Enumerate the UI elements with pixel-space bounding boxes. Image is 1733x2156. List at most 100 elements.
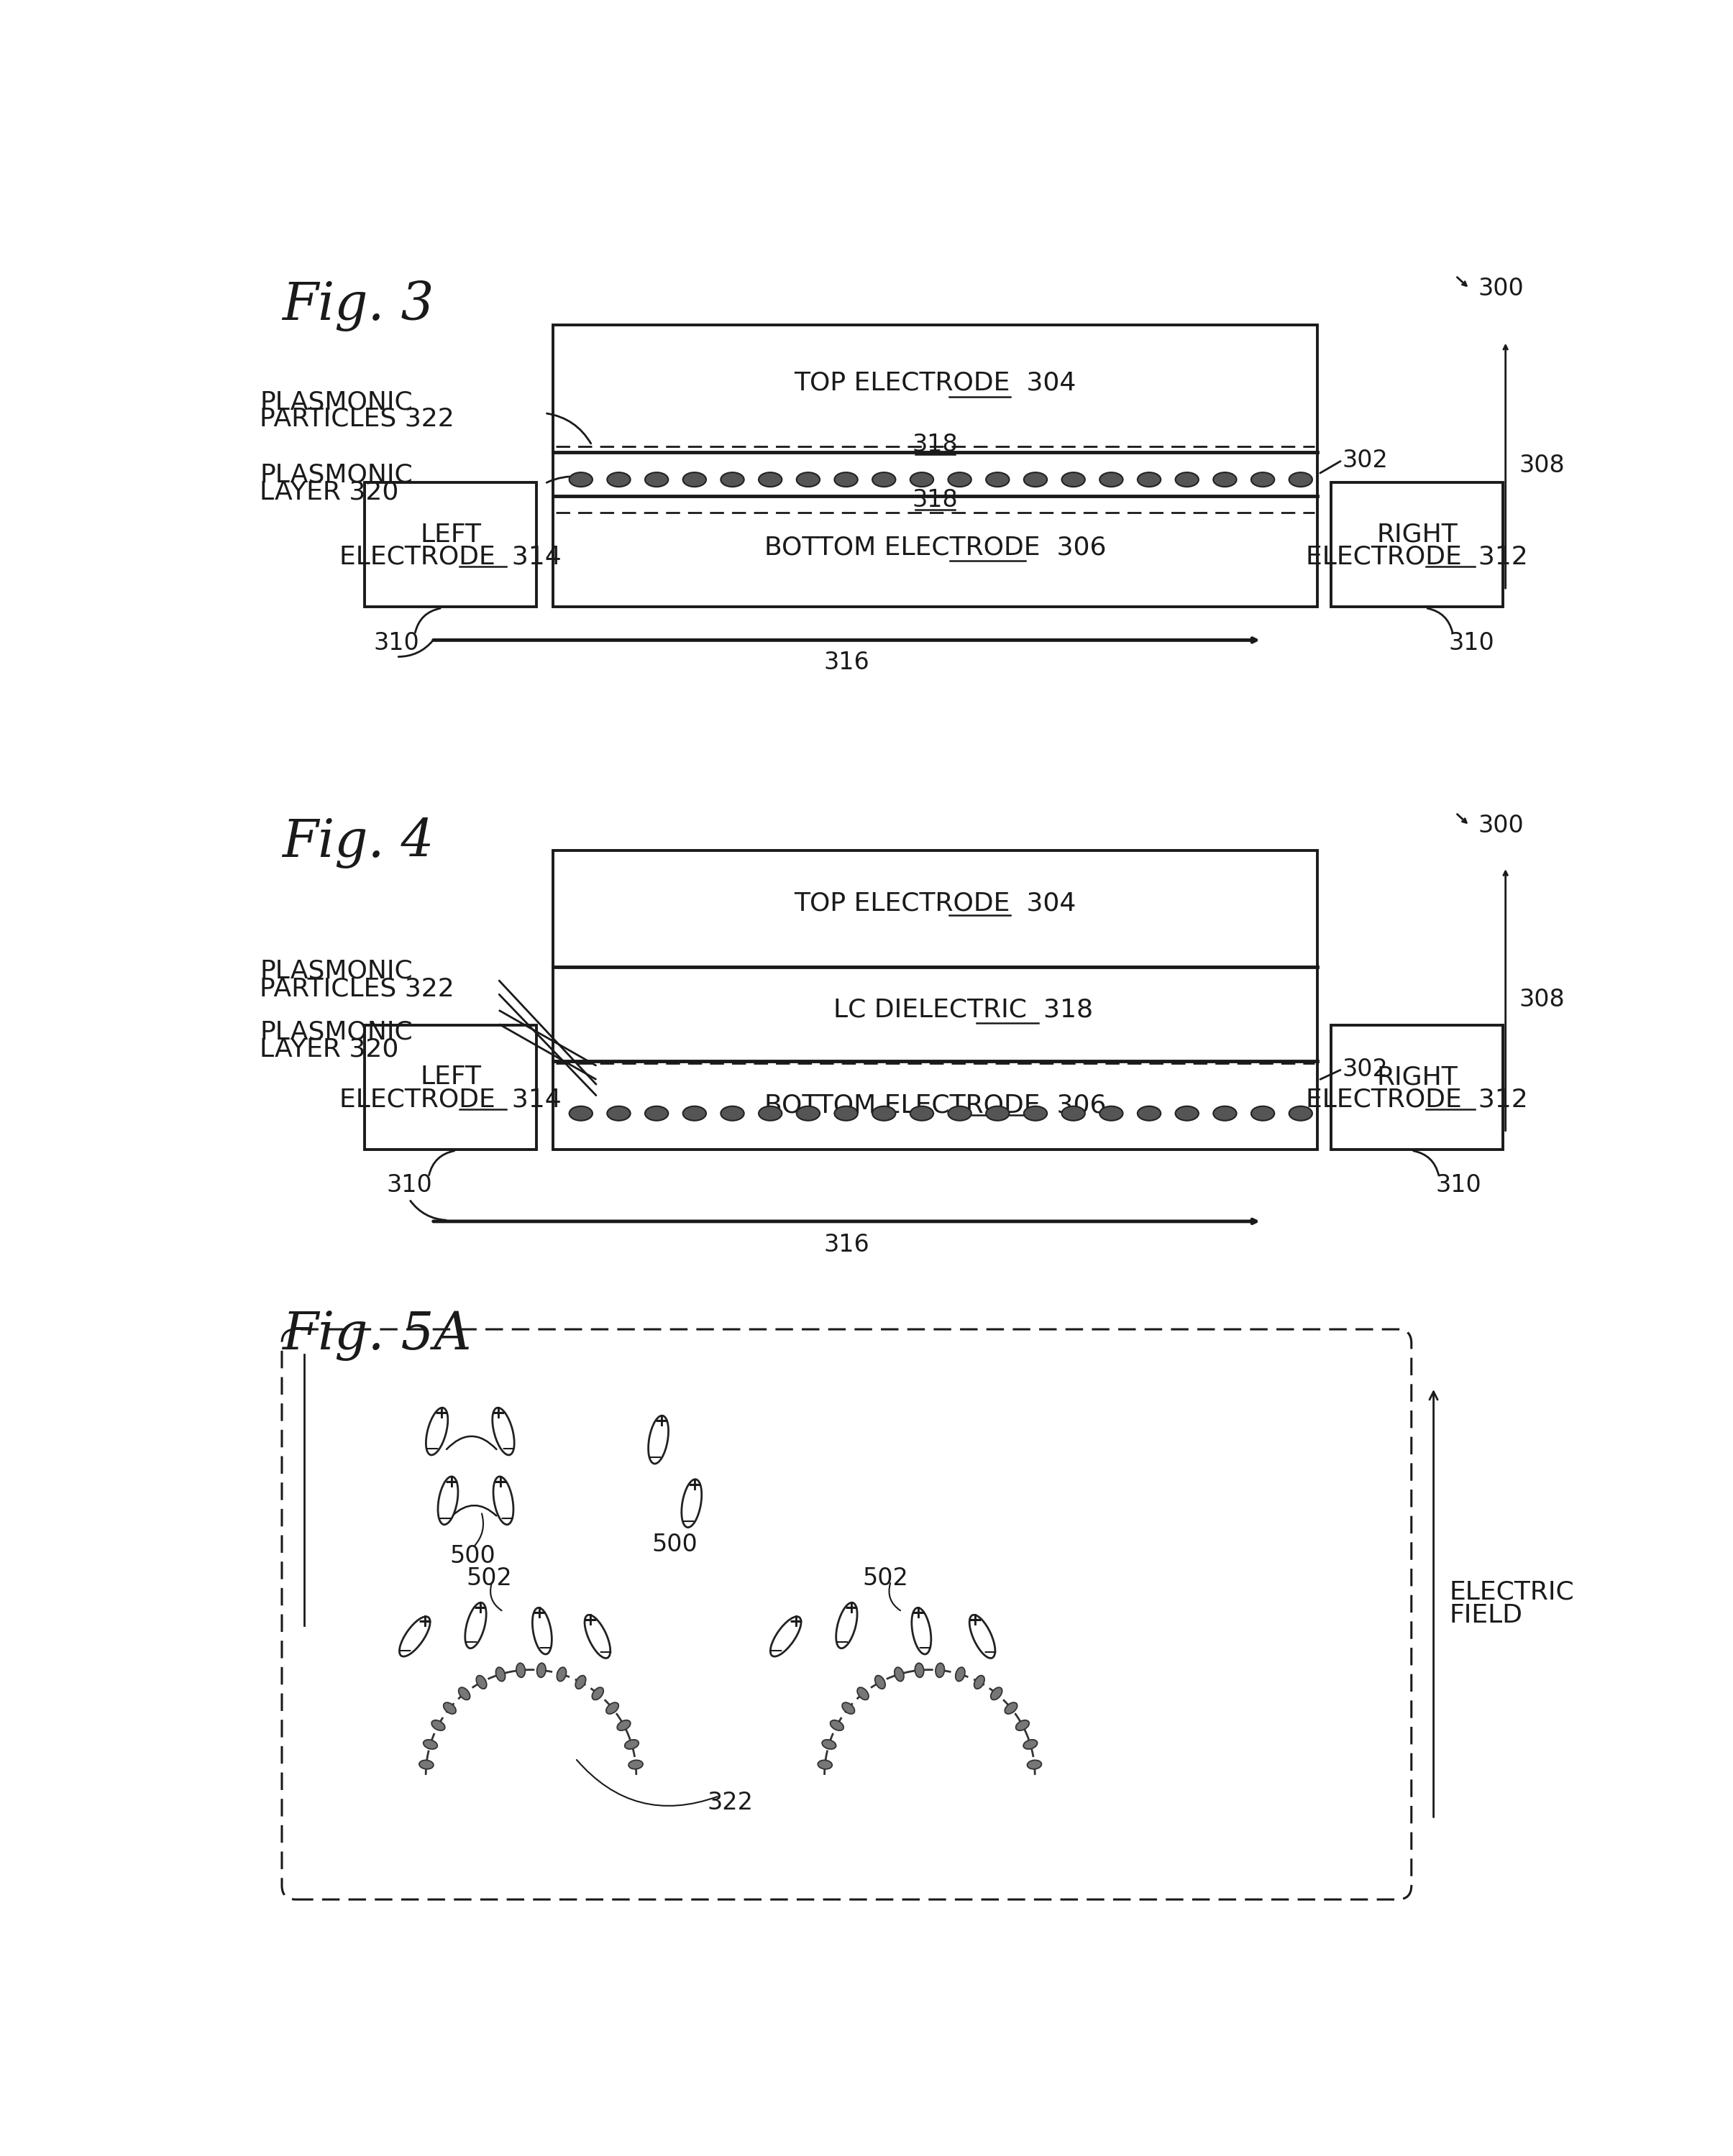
Ellipse shape [915, 1662, 924, 1677]
Text: 302: 302 [1341, 1056, 1388, 1080]
Text: PLASMONIC: PLASMONIC [260, 464, 412, 487]
Text: +: + [688, 1477, 702, 1494]
Ellipse shape [648, 1416, 669, 1464]
Text: 302: 302 [1341, 448, 1388, 472]
Text: ELECTRIC: ELECTRIC [1449, 1580, 1574, 1604]
Text: 300: 300 [1478, 276, 1523, 300]
Ellipse shape [516, 1662, 525, 1677]
Ellipse shape [477, 1675, 487, 1688]
Text: −: − [648, 1449, 662, 1466]
Ellipse shape [872, 472, 896, 487]
Ellipse shape [1137, 472, 1161, 487]
Ellipse shape [432, 1720, 445, 1731]
Text: 502: 502 [863, 1567, 908, 1591]
Text: 500: 500 [652, 1533, 698, 1557]
Text: Fig. 4: Fig. 4 [282, 817, 433, 869]
Ellipse shape [894, 1667, 905, 1682]
Text: +: + [967, 1613, 983, 1630]
Text: 308: 308 [1520, 987, 1565, 1011]
Text: PLASMONIC: PLASMONIC [260, 390, 412, 414]
Ellipse shape [568, 472, 593, 487]
Text: 500: 500 [451, 1544, 496, 1567]
Ellipse shape [912, 1608, 931, 1654]
Ellipse shape [423, 1740, 437, 1749]
Ellipse shape [593, 1688, 603, 1699]
Text: TOP ELECTRODE  304: TOP ELECTRODE 304 [794, 371, 1076, 395]
Ellipse shape [683, 1106, 705, 1121]
Text: −: − [768, 1643, 783, 1660]
Text: −: − [598, 1645, 612, 1662]
Text: −: − [397, 1643, 412, 1660]
Text: 318: 318 [912, 433, 958, 457]
Text: −: − [537, 1641, 553, 1658]
Ellipse shape [556, 1667, 567, 1682]
Ellipse shape [496, 1667, 506, 1682]
Ellipse shape [1024, 472, 1047, 487]
FancyBboxPatch shape [282, 1330, 1411, 1899]
Text: 502: 502 [466, 1567, 513, 1591]
Ellipse shape [1024, 1740, 1038, 1749]
Ellipse shape [974, 1675, 984, 1688]
Text: +: + [435, 1406, 449, 1423]
Text: +: + [473, 1600, 487, 1617]
Ellipse shape [986, 1106, 1009, 1121]
Ellipse shape [835, 1602, 858, 1649]
Text: Fig. 3: Fig. 3 [282, 280, 433, 332]
Ellipse shape [1062, 1106, 1085, 1121]
Ellipse shape [1100, 1106, 1123, 1121]
Ellipse shape [830, 1720, 844, 1731]
Text: +: + [492, 1475, 508, 1492]
Ellipse shape [842, 1703, 854, 1714]
Ellipse shape [969, 1615, 995, 1658]
Text: ELECTRODE  312: ELECTRODE 312 [1307, 545, 1529, 569]
Ellipse shape [464, 1602, 487, 1649]
Ellipse shape [492, 1408, 515, 1455]
Text: FIELD: FIELD [1449, 1604, 1522, 1628]
Text: ELECTRODE  312: ELECTRODE 312 [1307, 1087, 1529, 1112]
Ellipse shape [1175, 472, 1199, 487]
Ellipse shape [1175, 1106, 1199, 1121]
Ellipse shape [1024, 1106, 1047, 1121]
Bar [1331, 1024, 1503, 1149]
Ellipse shape [645, 472, 669, 487]
Text: BOTTOM ELECTRODE  306: BOTTOM ELECTRODE 306 [764, 1093, 1106, 1117]
Ellipse shape [1137, 1106, 1161, 1121]
Ellipse shape [858, 1688, 868, 1699]
Ellipse shape [607, 1106, 631, 1121]
Ellipse shape [936, 1662, 944, 1677]
Text: −: − [835, 1634, 849, 1651]
Bar [366, 1024, 537, 1149]
Text: 310: 310 [1449, 632, 1494, 655]
Text: +: + [490, 1406, 506, 1423]
Bar [366, 483, 537, 606]
Ellipse shape [948, 472, 970, 487]
Ellipse shape [1005, 1703, 1017, 1714]
Ellipse shape [986, 472, 1009, 487]
Text: −: − [425, 1440, 440, 1457]
Text: Fig. 5A: Fig. 5A [282, 1311, 471, 1360]
Ellipse shape [797, 472, 820, 487]
Text: ELECTRODE  314: ELECTRODE 314 [340, 1087, 561, 1112]
Text: −: − [983, 1645, 998, 1662]
Ellipse shape [568, 1106, 593, 1121]
Text: +: + [532, 1604, 546, 1621]
Ellipse shape [1028, 1759, 1042, 1770]
Bar [553, 849, 1317, 1149]
Text: 308: 308 [1520, 455, 1565, 479]
Ellipse shape [875, 1675, 886, 1688]
Text: +: + [444, 1475, 459, 1492]
Ellipse shape [494, 1477, 513, 1524]
Ellipse shape [948, 1106, 970, 1121]
Ellipse shape [1100, 472, 1123, 487]
Ellipse shape [419, 1759, 433, 1770]
Ellipse shape [771, 1617, 801, 1656]
Bar [1331, 483, 1503, 606]
Ellipse shape [1016, 1720, 1029, 1731]
Ellipse shape [1062, 472, 1085, 487]
Ellipse shape [584, 1615, 610, 1658]
Text: +: + [789, 1613, 804, 1630]
Ellipse shape [681, 1479, 702, 1526]
Ellipse shape [1213, 1106, 1237, 1121]
Text: LC DIELECTRIC  318: LC DIELECTRIC 318 [834, 998, 1094, 1022]
Ellipse shape [1251, 472, 1274, 487]
